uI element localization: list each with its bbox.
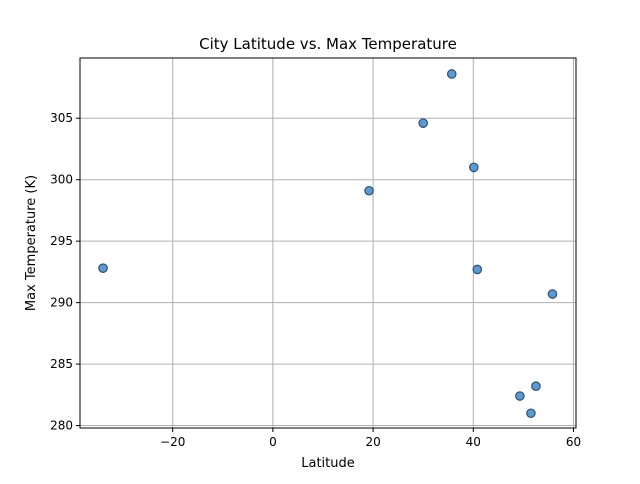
x-tick-label: −20 (160, 435, 185, 449)
y-axis-label: Max Temperature (K) (24, 175, 39, 311)
axis-ticks: −20 0 20 40 60 280 285 290 295 300 305 (50, 111, 581, 449)
y-tick-label: 285 (50, 357, 73, 371)
scatter-point (418, 118, 428, 128)
grid-lines (80, 58, 576, 428)
y-tick-label: 290 (50, 296, 73, 310)
chart-title: City Latitude vs. Max Temperature (199, 35, 457, 53)
scatter-point (547, 289, 558, 299)
plot-area-frame (79, 57, 577, 429)
y-tick-label: 305 (50, 111, 73, 125)
x-tick-label: 40 (466, 435, 481, 449)
y-tick-label: 300 (50, 173, 73, 187)
scatter-point (531, 381, 541, 392)
x-tick-label: 60 (566, 435, 581, 449)
scatter-point (446, 69, 457, 79)
scatter-point (468, 162, 479, 173)
scatter-point (98, 263, 108, 273)
scatter-point (472, 264, 483, 275)
x-axis-label: Latitude (301, 456, 355, 471)
x-tick-label: 0 (269, 435, 277, 449)
scatter-point (364, 185, 374, 196)
y-tick-label: 280 (50, 419, 73, 433)
data-points (98, 69, 558, 419)
y-tick-label: 295 (50, 234, 73, 248)
x-tick-label: 20 (365, 435, 380, 449)
scatter-point (515, 391, 525, 401)
scatter-point (526, 408, 536, 419)
